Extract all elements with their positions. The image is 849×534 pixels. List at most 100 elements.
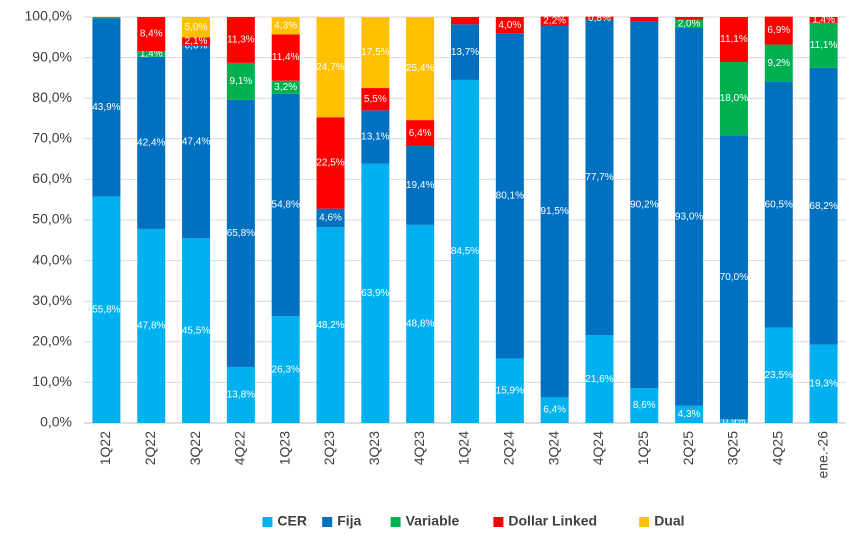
data-label: 47,8% bbox=[137, 321, 165, 332]
data-label: 43,9% bbox=[92, 102, 120, 113]
x-tick-label: 4Q23 bbox=[411, 431, 427, 465]
bar-segment bbox=[182, 37, 211, 46]
data-label: 4,3% bbox=[678, 409, 701, 420]
x-tick-label: 2Q23 bbox=[321, 431, 337, 465]
x-tick-label: 2Q25 bbox=[680, 431, 696, 465]
data-label: 25,4% bbox=[406, 63, 434, 74]
data-label: 15,9% bbox=[496, 385, 524, 396]
bar-segment bbox=[361, 17, 390, 89]
data-label: 13,7% bbox=[451, 47, 479, 58]
bar-segment bbox=[271, 316, 300, 423]
y-tick-label: 20,0% bbox=[32, 333, 72, 349]
bar-segment bbox=[719, 419, 748, 423]
bar-segment bbox=[585, 335, 614, 423]
bar-segment bbox=[630, 21, 659, 389]
bar-segment bbox=[630, 388, 659, 423]
bar-segment bbox=[451, 17, 479, 25]
bar-segment bbox=[182, 238, 211, 423]
data-label: 93,0% bbox=[675, 211, 703, 222]
data-label: 3,2% bbox=[274, 82, 297, 93]
bar-segment bbox=[226, 99, 255, 367]
bar-segment bbox=[316, 208, 345, 228]
bar-segment bbox=[719, 62, 748, 136]
legend-swatch bbox=[639, 517, 650, 527]
data-label: 22,5% bbox=[316, 158, 344, 169]
data-label: 48,8% bbox=[406, 319, 434, 330]
bar-segment bbox=[271, 93, 300, 317]
bar-segment bbox=[719, 17, 748, 63]
bar-segment bbox=[451, 79, 479, 424]
data-label: 0,0% bbox=[185, 40, 208, 51]
data-label: 47,4% bbox=[182, 137, 210, 148]
x-tick-label: 3Q24 bbox=[545, 431, 561, 465]
x-tick-label: ene.-26 bbox=[814, 431, 830, 479]
bar-segment bbox=[764, 44, 793, 82]
legend-swatch bbox=[262, 517, 273, 527]
y-tick-label: 30,0% bbox=[32, 292, 72, 308]
x-tick-label: 4Q24 bbox=[590, 431, 606, 465]
y-tick-label: 0,0% bbox=[40, 414, 72, 430]
bar-segment bbox=[809, 17, 838, 23]
bar-segment bbox=[540, 25, 569, 398]
bar-segment bbox=[495, 17, 524, 34]
data-label: 45,5% bbox=[182, 325, 210, 336]
bar-segment bbox=[406, 224, 435, 423]
bar-segment bbox=[809, 22, 838, 68]
data-label: 42,4% bbox=[137, 138, 165, 149]
data-label: 19,4% bbox=[406, 180, 434, 191]
data-label: 91,5% bbox=[540, 206, 568, 217]
data-label: 5,0% bbox=[185, 22, 208, 33]
legend-swatch bbox=[322, 517, 333, 527]
bar-segment bbox=[226, 17, 255, 63]
data-label: 48,2% bbox=[316, 320, 344, 331]
legend-label: CER bbox=[277, 513, 307, 529]
x-tick-label: 1Q23 bbox=[276, 431, 292, 465]
data-label: 6,4% bbox=[409, 128, 432, 139]
data-label: 11,1% bbox=[810, 40, 838, 51]
data-label: 8,4% bbox=[140, 29, 163, 40]
data-label: 2,0% bbox=[678, 19, 701, 30]
data-label: 1,4% bbox=[812, 14, 835, 25]
bar-segment bbox=[495, 358, 524, 423]
bar-segment bbox=[809, 67, 838, 345]
bar-segment bbox=[182, 17, 211, 38]
legend-label: Fija bbox=[337, 513, 361, 529]
data-label: 8,6% bbox=[633, 400, 656, 411]
y-tick-label: 10,0% bbox=[32, 373, 72, 389]
x-tick-label: 3Q23 bbox=[366, 431, 382, 465]
bar-segment bbox=[540, 16, 569, 26]
bar-segment bbox=[137, 56, 166, 229]
bar-segment bbox=[764, 81, 793, 328]
x-tick-label: 1Q22 bbox=[97, 431, 113, 465]
bar-segment bbox=[226, 366, 255, 423]
bar-segment bbox=[764, 327, 793, 423]
bar-segment bbox=[764, 16, 793, 45]
bar-segment bbox=[361, 110, 390, 164]
data-label: 65,8% bbox=[227, 228, 255, 239]
bar-segment bbox=[540, 397, 569, 423]
bar-segment bbox=[361, 163, 390, 424]
data-label: 26,3% bbox=[272, 364, 300, 375]
legend-label: Dual bbox=[654, 513, 684, 529]
data-label: 4,0% bbox=[498, 20, 521, 31]
bar-segment bbox=[585, 19, 614, 336]
data-label: 5,5% bbox=[364, 94, 387, 105]
data-label: 9,2% bbox=[767, 58, 790, 69]
data-label: 68,2% bbox=[809, 201, 837, 212]
data-label: 55,8% bbox=[92, 304, 120, 315]
bar-segment bbox=[182, 45, 211, 239]
x-tick-label: 3Q22 bbox=[187, 431, 203, 465]
bar-segment bbox=[137, 17, 166, 52]
data-label: 90,2% bbox=[630, 200, 658, 211]
bar-segment bbox=[137, 51, 166, 57]
x-tick-label: 2Q24 bbox=[501, 431, 517, 465]
bar-segment bbox=[316, 227, 345, 423]
data-label: 6,9% bbox=[767, 25, 790, 36]
bar-segment bbox=[271, 34, 300, 81]
data-label: 13,1% bbox=[361, 132, 389, 143]
bar-segment bbox=[675, 405, 704, 423]
data-label: 84,5% bbox=[451, 246, 479, 257]
y-tick-label: 70,0% bbox=[32, 130, 72, 146]
data-label: 13,8% bbox=[227, 390, 255, 401]
data-label: 77,7% bbox=[585, 172, 613, 183]
